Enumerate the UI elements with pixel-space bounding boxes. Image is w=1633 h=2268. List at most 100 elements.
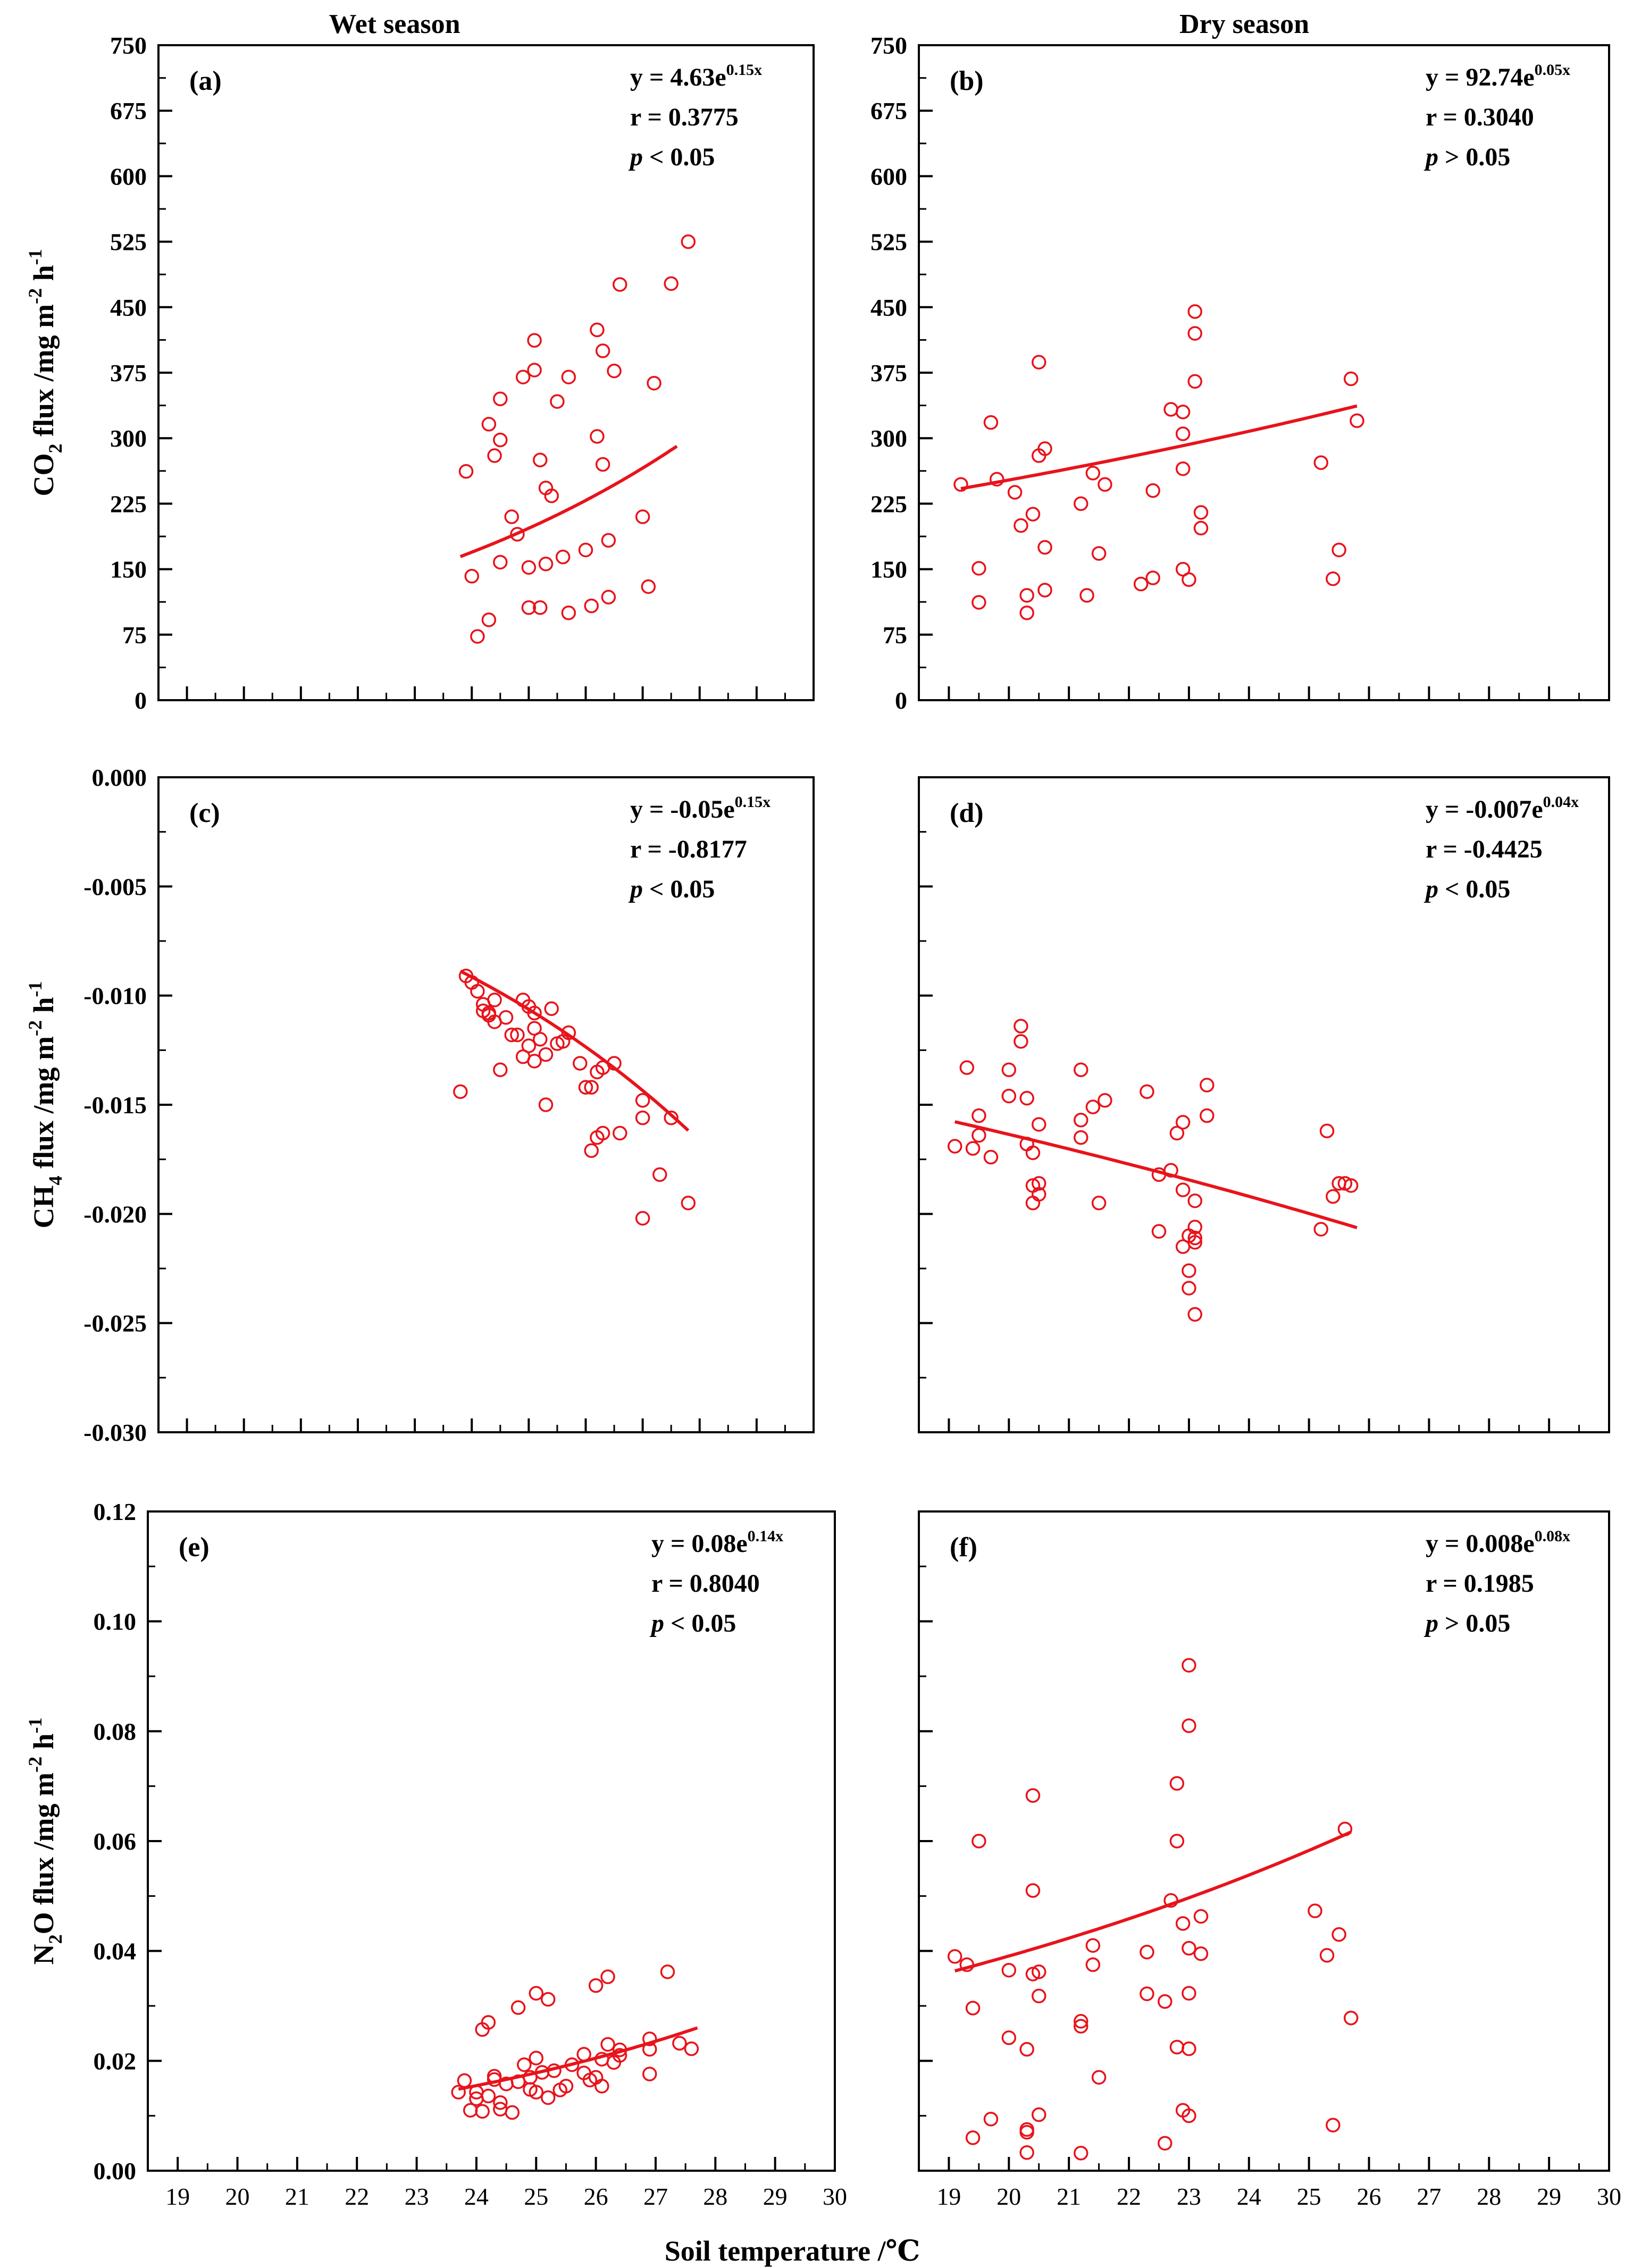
data-point (1163, 1163, 1178, 1178)
r-value: r = 0.8040 (651, 1569, 760, 1598)
y-label-superscript: -1 (24, 1717, 46, 1733)
data-point (1007, 485, 1023, 500)
data-point (947, 1949, 962, 1964)
data-point (612, 2048, 627, 2063)
y-tick-label: 0.12 (94, 1498, 137, 1525)
y-tick-label: -0.010 (83, 982, 147, 1010)
data-point (1182, 2041, 1196, 2056)
data-point (1085, 1938, 1101, 1953)
data-point (1025, 1788, 1041, 1803)
r-value: r = -0.4425 (1426, 835, 1543, 863)
data-point (564, 2057, 580, 2072)
data-point (595, 1125, 610, 1141)
data-point (965, 1141, 981, 1156)
data-point (547, 2063, 562, 2078)
data-point (684, 2041, 699, 2056)
y-tick-label: 375 (870, 359, 907, 387)
y-tick-label: 0.00 (94, 2157, 137, 2185)
data-point (550, 394, 565, 409)
y-tick-label: 300 (110, 425, 147, 452)
data-point (1175, 1115, 1191, 1130)
equation-base: y = 0.008e (1426, 1530, 1535, 1558)
data-point (1073, 2019, 1088, 2034)
panel-label: (a) (189, 66, 222, 96)
equation: y = 92.74e0.05x (1426, 61, 1570, 91)
y-tick-label: -0.025 (83, 1310, 147, 1337)
p-symbol: p (1423, 875, 1438, 903)
data-point (555, 549, 571, 565)
data-point (641, 579, 656, 594)
data-point (1331, 542, 1346, 558)
data-point (1019, 605, 1034, 620)
y-tick-label: 0.10 (94, 1608, 137, 1635)
data-point (481, 417, 497, 432)
data-point (1326, 2118, 1341, 2132)
data-point (1200, 1108, 1215, 1123)
data-point (1073, 1062, 1088, 1078)
data-point (493, 2095, 508, 2110)
data-point (1025, 1145, 1041, 1161)
y-tick-label: 750 (110, 32, 147, 59)
data-point (487, 993, 502, 1007)
data-point (595, 343, 610, 358)
data-point (1019, 2145, 1034, 2160)
data-point (972, 561, 986, 576)
data-point (451, 2085, 466, 2099)
data-point (1014, 518, 1028, 533)
data-point (510, 2000, 526, 2015)
y-tick-label: 0.06 (94, 1828, 137, 1855)
data-point (1187, 1193, 1202, 1208)
y-label-superscript: -2 (24, 288, 46, 304)
equation-exponent: 0.08x (1535, 1527, 1571, 1545)
y-tick-label: 600 (110, 163, 147, 190)
equation-base: y = 4.63e (630, 63, 726, 91)
data-point (538, 1097, 554, 1112)
y-tick-label: 525 (110, 229, 147, 256)
y-axis-label-row-1: CO2 flux /mg m-2 h-1 (24, 249, 66, 496)
data-point (533, 1032, 548, 1047)
p-value: p < 0.05 (1423, 875, 1510, 903)
y-tick-label: 0.02 (94, 2047, 137, 2074)
y-label-part: flux /mg m (28, 304, 60, 444)
col-title-dry: Dry season (1179, 9, 1309, 39)
panel-label: (c) (189, 798, 220, 828)
data-point (529, 1986, 544, 2001)
data-point (1182, 1986, 1196, 2001)
data-point (972, 1108, 986, 1123)
data-point (1001, 1963, 1017, 1978)
data-point (635, 1110, 650, 1125)
data-point (1182, 572, 1196, 587)
x-tick-label: 28 (1477, 2183, 1501, 2210)
data-point (983, 415, 999, 430)
p-threshold: < 0.05 (643, 875, 715, 903)
data-point (959, 1060, 975, 1075)
p-threshold: > 0.05 (1438, 1609, 1510, 1637)
data-point (1085, 1957, 1101, 1972)
data-point (527, 1005, 542, 1021)
data-point (1175, 405, 1191, 419)
p-symbol: p (649, 1609, 664, 1637)
data-point (1187, 1230, 1202, 1246)
data-point (493, 432, 508, 448)
fit-curve (459, 969, 690, 1132)
data-point (642, 2042, 657, 2057)
data-point (527, 333, 542, 348)
data-point (972, 1834, 986, 1849)
data-point (664, 1110, 679, 1125)
data-point (642, 2067, 657, 2081)
y-label-part: h (28, 265, 60, 288)
data-point (1140, 1986, 1154, 2002)
fit-curve (954, 1120, 1358, 1230)
data-point (527, 363, 542, 377)
equation-exponent: 0.15x (726, 61, 763, 79)
data-point (652, 1167, 667, 1182)
data-point (1337, 1821, 1353, 1837)
y-label-superscript: -2 (24, 1757, 46, 1773)
equation-exponent: 0.14x (748, 1527, 784, 1545)
data-point (681, 1196, 696, 1211)
p-symbol: p (628, 875, 643, 903)
data-point (481, 2088, 496, 2104)
data-point (521, 560, 537, 575)
y-label-superscript: -1 (24, 249, 46, 265)
